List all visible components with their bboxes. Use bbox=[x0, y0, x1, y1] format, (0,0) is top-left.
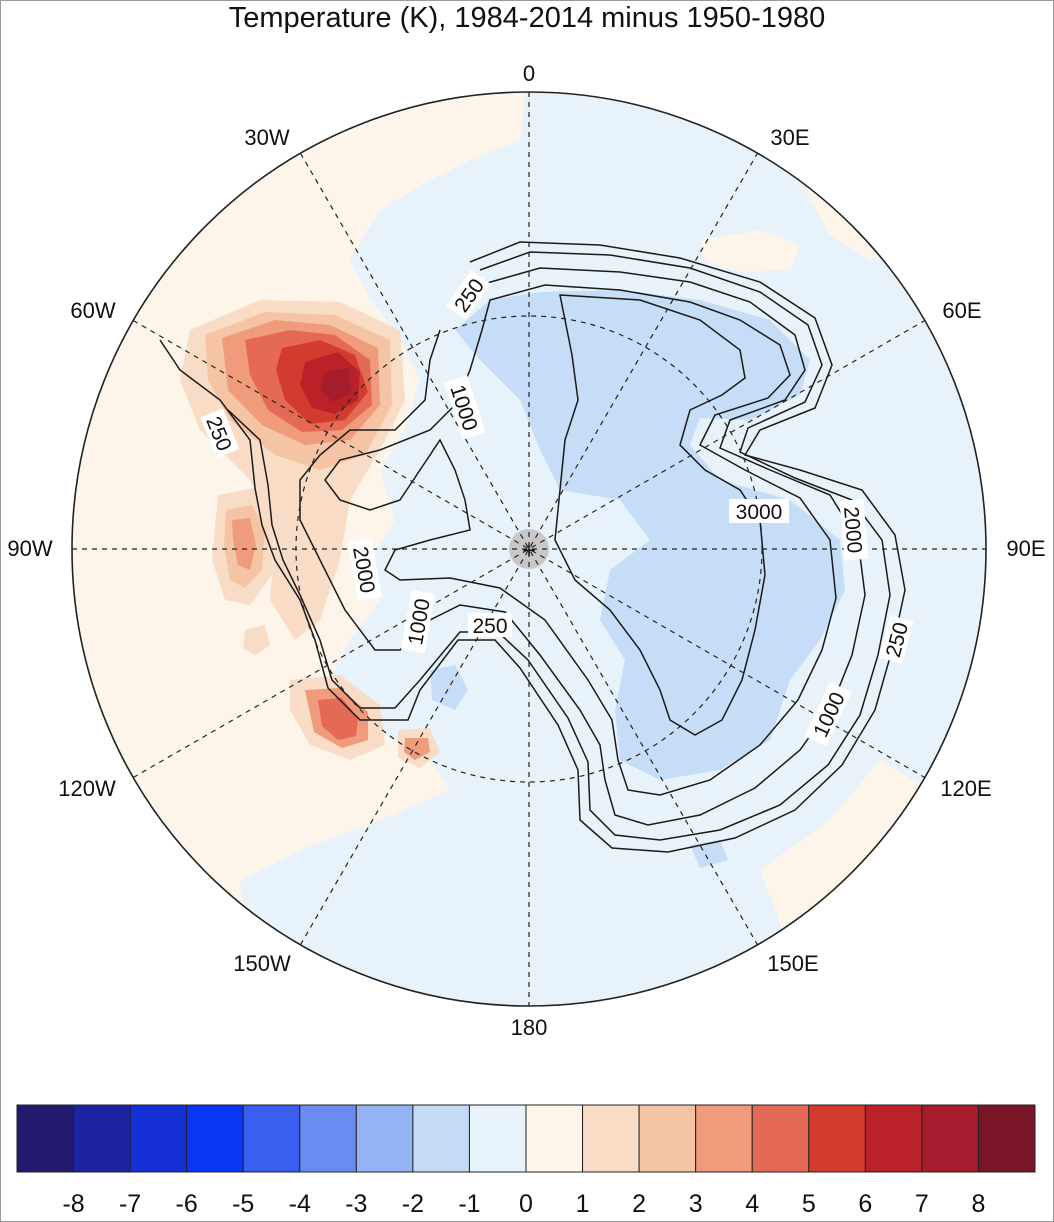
warming-blob-ross bbox=[398, 728, 440, 768]
meridian-line bbox=[132, 319, 926, 779]
lon-label-120w: 120W bbox=[58, 776, 116, 801]
longitude-labels: 0 30E 60E 90E 120E 150E 180 150W 120W 90… bbox=[7, 61, 1045, 1040]
graticule bbox=[72, 92, 986, 1006]
colorbar-swatch bbox=[299, 1104, 357, 1173]
contour-1000 bbox=[299, 267, 866, 826]
colorbar-swatch bbox=[468, 1104, 527, 1173]
colorbar-tick-label: 1 bbox=[576, 1190, 590, 1218]
elevation-contours bbox=[159, 241, 906, 853]
colorbar-tick-label: -4 bbox=[289, 1190, 311, 1218]
lon-label-180: 180 bbox=[511, 1015, 548, 1040]
contour-label: 3000 bbox=[736, 501, 783, 524]
pole-cross: + bbox=[521, 540, 536, 561]
cool-anomaly-small-1 bbox=[430, 665, 468, 710]
colorbar-tick-label: 2 bbox=[632, 1190, 646, 1218]
map-outline bbox=[71, 91, 987, 1007]
meridian-line bbox=[299, 152, 759, 946]
warming-blob-90w bbox=[212, 488, 275, 605]
colorbar-tick-label: -2 bbox=[402, 1190, 424, 1218]
map-title: Temperature (K), 1984-2014 minus 1950-19… bbox=[228, 2, 826, 34]
lon-label-90e: 90E bbox=[1006, 536, 1045, 561]
colorbar-swatch bbox=[864, 1104, 923, 1173]
colorbar-tick-label: 8 bbox=[971, 1190, 985, 1218]
colorbar-swatch bbox=[751, 1104, 810, 1173]
colorbar-swatch bbox=[977, 1104, 1036, 1173]
contour-250 bbox=[227, 251, 891, 841]
lon-label-90w: 90W bbox=[7, 536, 52, 561]
colorbar-tick-label: -7 bbox=[119, 1190, 141, 1218]
colorbar-swatch bbox=[921, 1104, 979, 1173]
lon-label-150e: 150E bbox=[767, 951, 818, 976]
colorbar-tick-label: 7 bbox=[915, 1190, 929, 1218]
colorbar-swatch bbox=[242, 1104, 301, 1173]
colorbar: -8 -7 -6 -5 -4 -3 -2 -1 0 1 2 3 4 5 6 7 8 bbox=[16, 1104, 1036, 1218]
lon-label-30e: 30E bbox=[770, 125, 809, 150]
contour-label: 250 bbox=[472, 615, 507, 638]
contour-2000 bbox=[324, 284, 837, 796]
colorbar-swatch bbox=[638, 1104, 697, 1173]
meridian-line bbox=[299, 152, 759, 946]
contour-label: 2000 bbox=[839, 506, 866, 555]
lon-label-60w: 60W bbox=[70, 298, 115, 323]
colorbar-tick-label: 6 bbox=[858, 1190, 872, 1218]
meridian-line bbox=[132, 319, 926, 779]
pole-marker bbox=[509, 529, 549, 569]
colorbar-tick-label: 4 bbox=[745, 1190, 759, 1218]
colorbar-tick-label: 0 bbox=[519, 1190, 533, 1218]
warm-anomaly-ne bbox=[700, 230, 800, 272]
cool-anomaly-small-2 bbox=[690, 840, 728, 868]
warming-blob-120w bbox=[290, 675, 385, 760]
lon-label-120e: 120E bbox=[940, 776, 991, 801]
lon-label-60e: 60E bbox=[942, 298, 981, 323]
colorbar-swatch bbox=[355, 1104, 414, 1173]
colorbar-swatch bbox=[695, 1104, 753, 1173]
colorbar-tick-label: -3 bbox=[345, 1190, 367, 1218]
colorbar-tick-label: 3 bbox=[689, 1190, 703, 1218]
colorbar-swatch bbox=[16, 1104, 75, 1173]
contour-coastline bbox=[159, 241, 906, 853]
colorbar-swatch bbox=[186, 1104, 244, 1173]
colorbar-tick-label: -1 bbox=[458, 1190, 480, 1218]
lon-label-150w: 150W bbox=[233, 951, 291, 976]
contour-3000 bbox=[554, 294, 766, 736]
colorbar-swatch bbox=[129, 1104, 188, 1173]
colorbar-tick-label: -8 bbox=[62, 1190, 84, 1218]
warming-peninsula-main bbox=[180, 300, 405, 640]
colorbar-swatch bbox=[582, 1104, 640, 1173]
colorbar-tick-label: -6 bbox=[176, 1190, 198, 1218]
colorbar-swatch bbox=[412, 1104, 470, 1173]
lon-label-0: 0 bbox=[523, 61, 535, 86]
colorbar-swatch bbox=[73, 1104, 131, 1173]
lon-label-30w: 30W bbox=[244, 125, 289, 150]
colorbar-swatch bbox=[808, 1104, 866, 1173]
warming-blob-small bbox=[243, 625, 270, 655]
colorbar-tick-label: 5 bbox=[802, 1190, 816, 1218]
colorbar-tick-label: -5 bbox=[232, 1190, 254, 1218]
colorbar-swatch bbox=[525, 1104, 584, 1173]
